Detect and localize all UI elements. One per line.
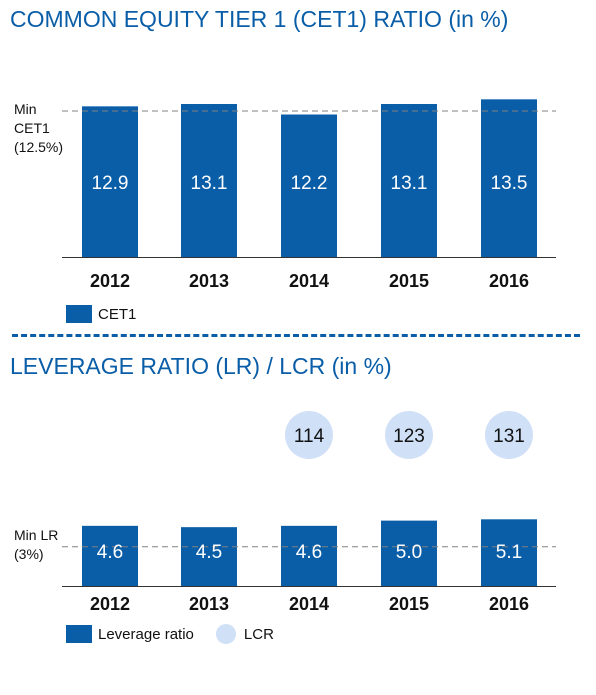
leverage-data-label-2014: 4.6: [296, 542, 322, 563]
cet1-bar-2013: [181, 104, 237, 258]
lcr-legend-label: LCR: [243, 625, 274, 643]
lcr-label-2016: 131: [493, 426, 525, 447]
leverage-data-label-2015: 5.0: [396, 542, 422, 563]
cet1-bar-2016: [481, 99, 537, 257]
lcr-bubble-2014: [285, 411, 333, 459]
cet1-tick-label-2014: 2014: [289, 271, 329, 291]
leverage-lcr-chart: 4.6 4.5 4.6 5.0 5.1 2012 2013 2014 2015 2016 114 12…: [62, 411, 556, 614]
leverage-tick-label-2012: 2012: [90, 594, 130, 614]
leverage-legend-swatch: [66, 625, 92, 643]
min-cet1-label-line-1: Min: [14, 101, 37, 117]
cet1-tick-label-2016: 2016: [489, 271, 529, 291]
cet1-tick-label-2013: 2013: [189, 271, 229, 291]
cet1-legend-swatch: [66, 305, 92, 323]
lcr-label-2015: 123: [393, 426, 425, 447]
leverage-bar-2014: [281, 525, 337, 586]
lcr-bubble-2016: [485, 411, 533, 459]
cet1-bar-2015: [381, 104, 437, 258]
leverage-bar-2012: [82, 525, 138, 586]
leverage-data-label-2013: 4.5: [196, 542, 222, 563]
cet1-tick-label-2012: 2012: [90, 271, 130, 291]
leverage-data-label-2016: 5.1: [496, 542, 522, 563]
cet1-data-label-2012: 12.9: [92, 173, 129, 194]
cet1-data-label-2013: 13.1: [191, 173, 228, 194]
leverage-tick-label-2015: 2015: [389, 594, 429, 614]
leverage-data-label-2012: 4.6: [97, 542, 123, 563]
cet1-data-label-2016: 13.5: [491, 173, 528, 194]
leverage-chart-title: LEVERAGE RATIO (LR) / LCR (in %): [10, 353, 392, 379]
min-lr-label-line-2: (3%): [14, 546, 44, 562]
cet1-chart-title: COMMON EQUITY TIER 1 (CET1) RATIO (in %): [10, 6, 509, 32]
cet1-bar-2014: [281, 114, 337, 257]
lcr-legend-swatch: [215, 624, 236, 644]
leverage-tick-label-2013: 2013: [189, 594, 229, 614]
section-divider: [12, 334, 580, 337]
leverage-tick-label-2016: 2016: [489, 594, 529, 614]
cet1-legend: CET1: [66, 305, 136, 323]
cet1-tick-label-2015: 2015: [389, 271, 429, 291]
cet1-legend-label: CET1: [98, 305, 137, 323]
min-cet1-label: Min CET1 (12.5%): [14, 100, 63, 157]
min-lr-label-line-1: Min LR: [14, 527, 59, 543]
cet1-data-label-2015: 13.1: [391, 173, 428, 194]
lcr-bubble-2015: [385, 411, 433, 459]
min-lr-label: Min LR (3%): [14, 526, 58, 564]
leverage-tick-label-2014: 2014: [289, 594, 329, 614]
lcr-label-2014: 114: [294, 426, 325, 447]
cet1-bar-chart: 12.9 13.1 12.2 13.1 13.5 2012 2013 2014 2015 2016: [62, 99, 556, 291]
leverage-legend: Leverage ratio LCR: [66, 624, 274, 644]
leverage-legend-label: Leverage ratio: [98, 625, 194, 643]
cet1-bar-2012: [82, 106, 138, 257]
leverage-bar-2015: [381, 520, 437, 586]
min-cet1-label-line-2: CET1: [14, 120, 50, 136]
leverage-bar-2016: [481, 519, 537, 586]
leverage-bar-2013: [181, 527, 237, 586]
min-cet1-label-line-3: (12.5%): [14, 139, 64, 155]
cet1-data-label-2014: 12.2: [291, 173, 328, 194]
